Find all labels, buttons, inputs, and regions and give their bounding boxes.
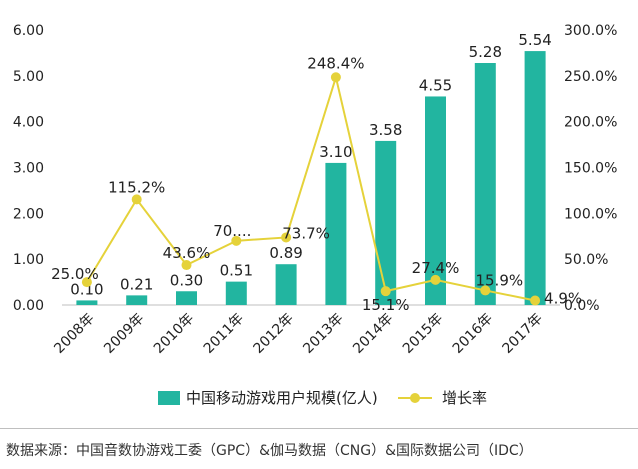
growth-value-label: 70.... — [213, 222, 251, 240]
growth-line — [86, 73, 536, 302]
y-left-tick-label: 6.00 — [13, 23, 44, 39]
bar — [375, 140, 397, 305]
growth-value-label: 73.7% — [282, 224, 330, 242]
bar-value-label: 0.10 — [70, 280, 103, 298]
bar — [76, 300, 98, 305]
bar — [524, 51, 546, 306]
bar-value-label: 0.89 — [269, 244, 302, 262]
growth-point — [480, 285, 491, 296]
legend-line-label: 增长率 — [442, 389, 487, 407]
y-right-tick-label: 300.0% — [564, 23, 617, 39]
bar — [225, 281, 247, 305]
x-tick-label: 2015年 — [400, 311, 446, 357]
x-tick-label: 2014年 — [350, 311, 396, 357]
bar — [275, 264, 297, 305]
bar-value-label: 5.28 — [469, 43, 502, 61]
bar-value-label: 5.54 — [518, 31, 551, 49]
y-right-tick-label: 150.0% — [564, 161, 617, 177]
y-left-tick-label: 1.00 — [13, 252, 44, 268]
y-left-tick-label: 3.00 — [13, 161, 44, 177]
growth-value-label: 27.4% — [412, 259, 460, 277]
growth-point — [181, 260, 192, 271]
source-text: 数据来源：中国音数协游戏工委（GPC）&伽马数据（CNG）&国际数据公司（IDC… — [6, 443, 533, 459]
growth-value-label: 4.9% — [544, 290, 582, 308]
growth-point — [131, 194, 142, 205]
y-right-tick-label: 250.0% — [564, 69, 617, 85]
bar — [176, 291, 197, 305]
bar-value-label: 0.30 — [170, 271, 203, 289]
y-left-tick-label: 0.00 — [13, 298, 44, 314]
growth-point — [430, 274, 441, 285]
growth-point — [330, 72, 341, 83]
bar-value-label: 0.51 — [220, 262, 253, 280]
growth-value-label: 248.4% — [307, 54, 364, 72]
divider — [0, 428, 638, 429]
y-right-tick-label: 200.0% — [564, 115, 617, 131]
bar-value-label: 0.21 — [120, 275, 153, 293]
growth-point — [530, 295, 541, 306]
x-tick-label: 2009年 — [101, 311, 147, 357]
growth-point — [281, 232, 292, 243]
legend-line-marker — [410, 393, 420, 403]
x-tick-label: 2011年 — [201, 311, 247, 357]
x-tick-label: 2017年 — [500, 311, 546, 357]
y-left-tick-label: 4.00 — [13, 115, 44, 131]
legend-bar-swatch — [158, 391, 180, 405]
growth-point — [380, 286, 391, 297]
y-right-tick-label: 50.0% — [564, 252, 608, 268]
growth-value-label: 15.1% — [362, 296, 410, 314]
bar — [126, 295, 148, 305]
growth-value-label: 115.2% — [108, 178, 165, 196]
bar — [474, 63, 496, 305]
y-right-tick-label: 100.0% — [564, 206, 617, 222]
x-tick-label: 2012年 — [251, 311, 297, 357]
bar — [425, 96, 446, 305]
x-tick-label: 2010年 — [151, 311, 197, 357]
y-left-tick-label: 5.00 — [13, 69, 44, 85]
x-tick-label: 2016年 — [450, 311, 496, 357]
bar-value-label: 4.55 — [419, 76, 452, 94]
y-right-tick-label: 0.0% — [564, 298, 600, 314]
growth-value-label: 43.6% — [163, 244, 211, 262]
x-tick-label: 2013年 — [300, 311, 346, 357]
bar — [325, 162, 347, 305]
y-left-tick-label: 2.00 — [13, 206, 44, 222]
x-tick-label: 2008年 — [51, 311, 97, 357]
chart: 0.00 1.00 2.00 3.00 4.00 5.00 6.00 0.0% 50.0% 100… — [13, 23, 618, 407]
bar-value-label: 3.58 — [369, 121, 402, 139]
growth-point — [231, 235, 242, 246]
legend-bar-label: 中国移动游戏用户规模(亿人) — [186, 389, 378, 407]
growth-point — [81, 277, 92, 288]
bar-value-label: 3.10 — [319, 143, 352, 161]
growth-value-label: 15.9% — [475, 271, 523, 289]
growth-value-label: 25.0% — [51, 265, 99, 283]
